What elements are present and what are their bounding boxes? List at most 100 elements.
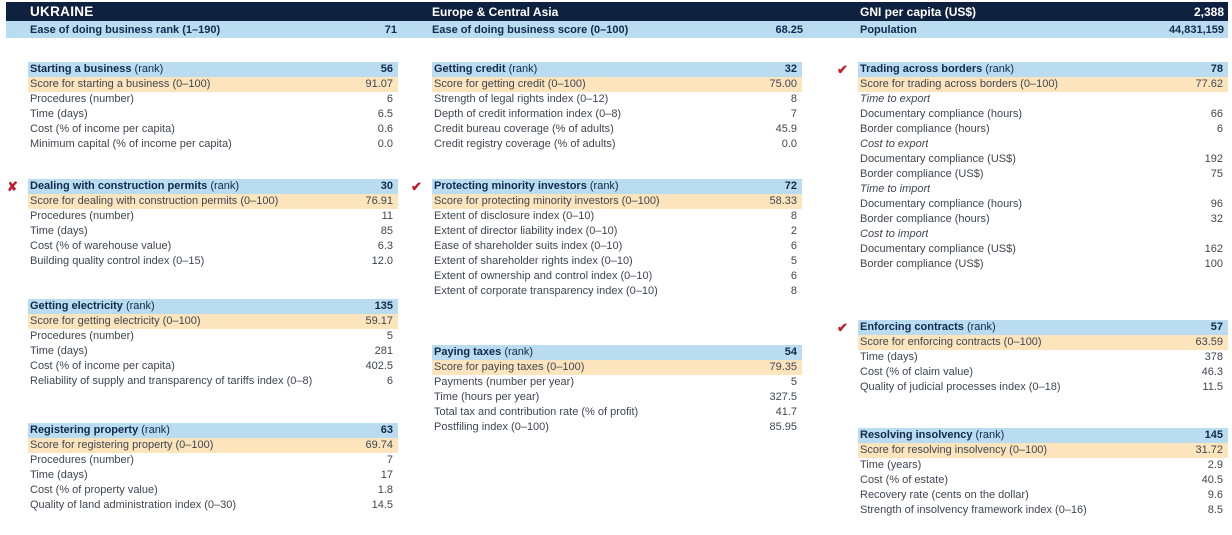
row-band: Score for protecting minority investors …: [432, 194, 802, 209]
row-label: Strength of legal rights index (0–12): [434, 93, 609, 105]
marker-gutter: [6, 77, 28, 92]
indicator-row: Procedures (number) 6: [6, 92, 398, 107]
subheading-row: Cost to import: [836, 227, 1228, 242]
row-label: Border compliance (hours): [860, 213, 990, 225]
section-resolving-insolvency: Resolving insolvency (rank) 145 Score for …: [836, 428, 1228, 518]
marker-gutter: ✔: [836, 320, 858, 335]
score-row: Score for starting a business (0–100) 91.…: [6, 77, 398, 92]
marker-gutter: ✔: [410, 179, 432, 194]
row-label: Credit bureau coverage (% of adults): [434, 123, 614, 135]
marker-gutter: [6, 498, 28, 513]
row-value: 1.8: [377, 484, 393, 496]
row-label: Procedures (number): [30, 93, 134, 105]
topic-header-band: Resolving insolvency (rank) 145: [858, 428, 1228, 443]
indicator-row: Documentary compliance (US$) 192: [836, 152, 1228, 167]
marker-gutter: [836, 428, 858, 443]
row-label: Strength of insolvency framework index (…: [860, 504, 1087, 516]
indicator-row: Time (years) 2.9: [836, 458, 1228, 473]
row-band: Border compliance (hours) 6: [858, 122, 1228, 137]
row-band: Payments (number per year) 5: [432, 375, 802, 390]
marker-gutter: [6, 344, 28, 359]
marker-gutter: [410, 420, 432, 435]
topic-header-band: Registering property (rank) 63: [28, 423, 398, 438]
row-label: Procedures (number): [30, 454, 134, 466]
topic-title-text: Enforcing contracts: [860, 321, 964, 333]
indicator-row: Procedures (number) 11: [6, 209, 398, 224]
column-3: ✔ Trading across borders (rank) 78 Score fo…: [836, 62, 1228, 518]
section-trading-across-borders: ✔ Trading across borders (rank) 78 Score fo…: [836, 62, 1228, 272]
topic-suffix-text: (rank): [985, 63, 1015, 75]
section-enforcing-contracts: ✔ Enforcing contracts (rank) 57 Score for e…: [836, 320, 1228, 395]
topic-header-row: Starting a business (rank) 56: [6, 62, 398, 77]
topic-header-band: Dealing with construction permits (rank)…: [28, 179, 398, 194]
topic-title-suffix: (rank): [501, 346, 533, 358]
row-label: Score for resolving insolvency (0–100): [860, 444, 1048, 456]
section-paying-taxes: Paying taxes (rank) 54 Score for paying ta…: [410, 345, 802, 435]
row-value: 2: [790, 225, 797, 237]
row-band: Postfiling index (0–100) 85.95: [432, 420, 802, 435]
row-label: Ease of shareholder suits index (0–10): [434, 240, 623, 252]
red-check-mark-icon: ✔: [837, 320, 848, 335]
indicator-row: Cost (% of income per capita) 402.5: [6, 359, 398, 374]
indicator-row: Postfiling index (0–100) 85.95: [410, 420, 802, 435]
row-value: 59.17: [365, 315, 393, 327]
marker-gutter: [410, 122, 432, 137]
topic-title: Enforcing contracts (rank): [860, 320, 996, 335]
row-band: Documentary compliance (US$) 192: [858, 152, 1228, 167]
marker-gutter: [6, 92, 28, 107]
indicator-row: Total tax and contribution rate (% of pr…: [410, 405, 802, 420]
marker-gutter: [410, 405, 432, 420]
marker-gutter: [836, 473, 858, 488]
summary-bar: Ease of doing business rank (1–190) 71 E…: [6, 21, 1228, 38]
topic-title-suffix: (rank): [964, 321, 996, 333]
topic-suffix-text: (rank): [504, 346, 534, 358]
row-value: 0.6: [377, 123, 393, 135]
topic-title-suffix: (rank): [506, 63, 538, 75]
row-band: Extent of director liability index (0–10…: [432, 224, 802, 239]
indicator-row: Strength of legal rights index (0–12) 8: [410, 92, 802, 107]
indicator-row: Time (hours per year) 327.5: [410, 390, 802, 405]
row-value: 6: [1216, 123, 1223, 135]
marker-gutter: [410, 92, 432, 107]
indicator-row: Credit registry coverage (% of adults) 0.…: [410, 137, 802, 152]
marker-gutter: [6, 468, 28, 483]
row-label: Score for getting electricity (0–100): [30, 315, 201, 327]
topic-rank-value: 30: [380, 180, 393, 192]
subheading-row: Time to import: [836, 182, 1228, 197]
row-value: 45.9: [775, 123, 797, 135]
row-band: Cost (% of claim value) 46.3: [858, 365, 1228, 380]
row-value: 96: [1210, 198, 1223, 210]
topic-header-band: Getting electricity (rank) 135: [28, 299, 398, 314]
row-label: Score for starting a business (0–100): [30, 78, 211, 90]
row-label: Border compliance (US$): [860, 258, 984, 270]
row-label: Extent of corporate transparency index (…: [434, 285, 658, 297]
indicator-row: Extent of director liability index (0–10…: [410, 224, 802, 239]
row-band: Time (years) 2.9: [858, 458, 1228, 473]
topic-suffix-text: (rank): [210, 180, 240, 192]
row-label: Time (hours per year): [434, 391, 540, 403]
row-band: Border compliance (US$) 75: [858, 167, 1228, 182]
row-label: Cost (% of estate): [860, 474, 949, 486]
indicator-row: Quality of judicial processes index (0–1…: [836, 380, 1228, 395]
marker-gutter: [410, 107, 432, 122]
row-label: Time to export: [860, 93, 931, 105]
topic-title-text: Trading across borders: [860, 63, 983, 75]
row-band: Score for enforcing contracts (0–100) 63.…: [858, 335, 1228, 350]
topic-header-band: Paying taxes (rank) 54: [432, 345, 802, 360]
marker-gutter: [410, 254, 432, 269]
marker-gutter: [6, 453, 28, 468]
topic-title-text: Protecting minority investors: [434, 180, 587, 192]
topic-rank-value: 145: [1204, 429, 1223, 441]
row-band: Building quality control index (0–15) 12.…: [28, 254, 398, 269]
marker-gutter: [836, 242, 858, 257]
marker-gutter: [410, 137, 432, 152]
topic-title-suffix: (rank): [587, 180, 619, 192]
row-label: Cost to import: [860, 228, 929, 240]
topic-header-band: Getting credit (rank) 32: [432, 62, 802, 77]
row-label: Score for enforcing contracts (0–100): [860, 336, 1042, 348]
row-band: Quality of judicial processes index (0–1…: [858, 380, 1228, 395]
row-label: Minimum capital (% of income per capita): [30, 138, 232, 150]
row-value: 85.95: [769, 421, 797, 433]
row-band: Strength of legal rights index (0–12) 8: [432, 92, 802, 107]
row-label: Total tax and contribution rate (% of pr…: [434, 406, 639, 418]
